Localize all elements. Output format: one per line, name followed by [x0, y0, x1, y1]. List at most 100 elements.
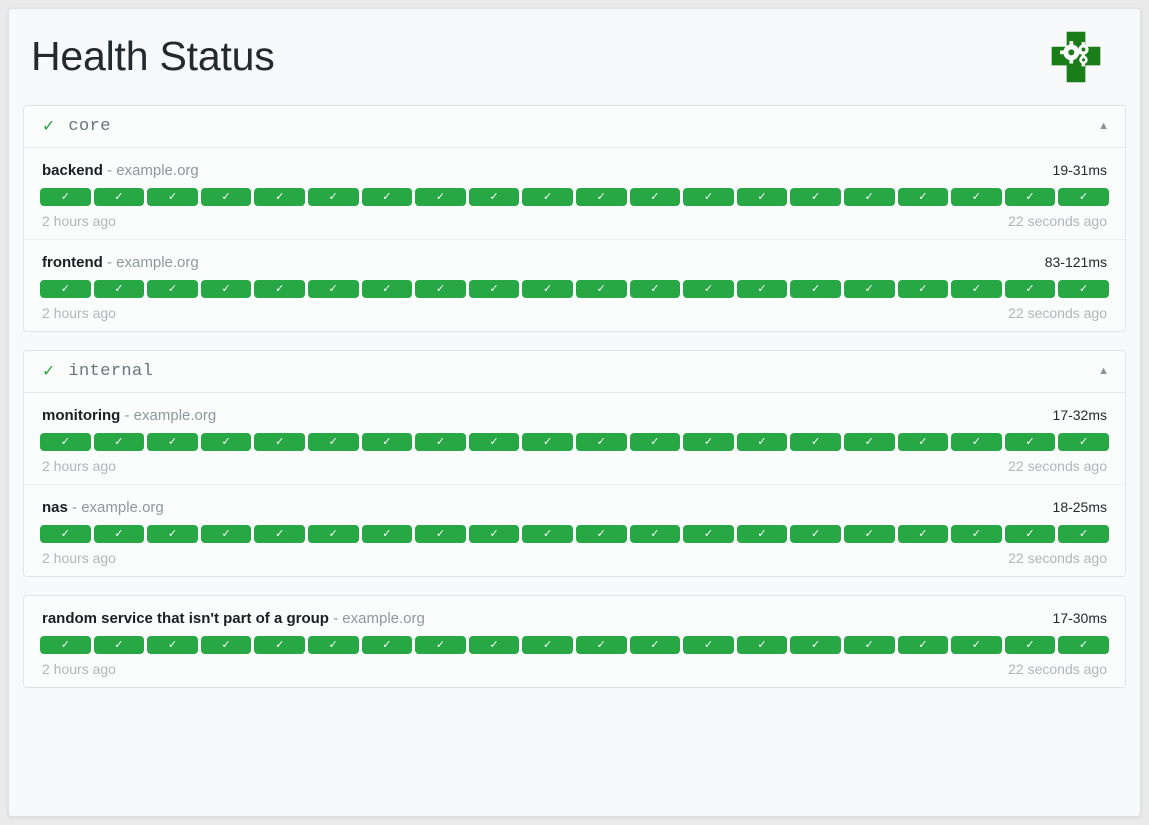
status-bar-segment[interactable]: ✓ [147, 433, 198, 451]
status-bar-segment[interactable]: ✓ [897, 636, 949, 654]
group-header-internal[interactable]: ✓ internal ▲ [24, 351, 1125, 393]
status-bar-segment[interactable]: ✓ [40, 525, 91, 543]
status-bar-segment[interactable]: ✓ [522, 525, 573, 543]
status-bar-segment[interactable]: ✓ [683, 433, 734, 451]
status-bar-segment[interactable]: ✓ [40, 636, 91, 654]
status-bar-segment[interactable]: ✓ [307, 280, 359, 298]
status-bar-segment[interactable]: ✓ [361, 280, 413, 298]
status-bar-segment[interactable]: ✓ [1004, 188, 1056, 206]
status-bar-segment[interactable]: ✓ [93, 433, 145, 451]
status-bar-segment[interactable]: ✓ [468, 636, 520, 654]
status-bar-segment[interactable]: ✓ [629, 636, 681, 654]
status-bar-segment[interactable]: ✓ [951, 280, 1002, 298]
status-bar-segment[interactable]: ✓ [629, 433, 681, 451]
status-bar-segment[interactable]: ✓ [1058, 280, 1109, 298]
status-bar-segment[interactable]: ✓ [307, 188, 359, 206]
collapse-up-icon[interactable]: ▲ [1098, 365, 1109, 377]
collapse-up-icon[interactable]: ▲ [1098, 120, 1109, 132]
status-bar-segment[interactable]: ✓ [629, 525, 681, 543]
status-bar-segment[interactable]: ✓ [307, 433, 359, 451]
status-bar-segment[interactable]: ✓ [361, 433, 413, 451]
status-bar-segment[interactable]: ✓ [575, 188, 627, 206]
status-bar-segment[interactable]: ✓ [254, 433, 305, 451]
status-bar-segment[interactable]: ✓ [522, 280, 573, 298]
status-bar-segment[interactable]: ✓ [200, 188, 252, 206]
status-bar-segment[interactable]: ✓ [468, 188, 520, 206]
status-bar-segment[interactable]: ✓ [575, 525, 627, 543]
status-bar-segment[interactable]: ✓ [790, 280, 841, 298]
status-bar-segment[interactable]: ✓ [951, 636, 1002, 654]
status-bar-segment[interactable]: ✓ [897, 280, 949, 298]
status-bar-segment[interactable]: ✓ [147, 280, 198, 298]
status-bar-segment[interactable]: ✓ [147, 188, 198, 206]
status-bar-segment[interactable]: ✓ [736, 433, 788, 451]
status-bar-segment[interactable]: ✓ [415, 433, 466, 451]
status-bar-segment[interactable]: ✓ [1058, 525, 1109, 543]
status-bar-segment[interactable]: ✓ [1004, 525, 1056, 543]
status-bar-segment[interactable]: ✓ [93, 525, 145, 543]
status-bar-segment[interactable]: ✓ [790, 636, 841, 654]
status-bar-segment[interactable]: ✓ [307, 636, 359, 654]
status-bar-segment[interactable]: ✓ [415, 525, 466, 543]
status-bar-segment[interactable]: ✓ [843, 525, 895, 543]
status-bar-segment[interactable]: ✓ [147, 636, 198, 654]
status-bar-segment[interactable]: ✓ [683, 280, 734, 298]
status-bar-segment[interactable]: ✓ [415, 280, 466, 298]
status-bar-segment[interactable]: ✓ [1004, 636, 1056, 654]
status-bar-segment[interactable]: ✓ [951, 188, 1002, 206]
status-bar-segment[interactable]: ✓ [629, 280, 681, 298]
status-bar-segment[interactable]: ✓ [307, 525, 359, 543]
status-bar-segment[interactable]: ✓ [843, 433, 895, 451]
group-header-core[interactable]: ✓ core ▲ [24, 106, 1125, 148]
status-bar-segment[interactable]: ✓ [254, 525, 305, 543]
status-bar-segment[interactable]: ✓ [1004, 433, 1056, 451]
status-bar-segment[interactable]: ✓ [683, 525, 734, 543]
status-bar-segment[interactable]: ✓ [93, 636, 145, 654]
status-bar-segment[interactable]: ✓ [40, 280, 91, 298]
status-bar-segment[interactable]: ✓ [951, 525, 1002, 543]
status-bar-segment[interactable]: ✓ [1058, 188, 1109, 206]
status-bar-segment[interactable]: ✓ [736, 280, 788, 298]
status-bar-segment[interactable]: ✓ [40, 433, 91, 451]
status-bar-segment[interactable]: ✓ [790, 188, 841, 206]
status-bar-segment[interactable]: ✓ [897, 433, 949, 451]
status-bar-segment[interactable]: ✓ [200, 525, 252, 543]
status-bar-segment[interactable]: ✓ [254, 636, 305, 654]
status-bar-segment[interactable]: ✓ [575, 636, 627, 654]
status-bar-segment[interactable]: ✓ [843, 636, 895, 654]
status-bar-segment[interactable]: ✓ [897, 188, 949, 206]
status-bar-segment[interactable]: ✓ [522, 636, 573, 654]
status-bar-segment[interactable]: ✓ [468, 280, 520, 298]
status-bar-segment[interactable]: ✓ [683, 636, 734, 654]
status-bar-segment[interactable]: ✓ [1058, 433, 1109, 451]
status-bar-segment[interactable]: ✓ [200, 636, 252, 654]
status-bar-segment[interactable]: ✓ [1004, 280, 1056, 298]
status-bar-segment[interactable]: ✓ [40, 188, 91, 206]
status-bar-segment[interactable]: ✓ [415, 188, 466, 206]
status-bar-segment[interactable]: ✓ [361, 188, 413, 206]
status-bar-segment[interactable]: ✓ [1058, 636, 1109, 654]
status-bar-segment[interactable]: ✓ [843, 280, 895, 298]
status-bar-segment[interactable]: ✓ [522, 188, 573, 206]
status-bar-segment[interactable]: ✓ [361, 636, 413, 654]
status-bar-segment[interactable]: ✓ [951, 433, 1002, 451]
status-bar-segment[interactable]: ✓ [683, 188, 734, 206]
status-bar-segment[interactable]: ✓ [254, 280, 305, 298]
status-bar-segment[interactable]: ✓ [790, 525, 841, 543]
status-bar-segment[interactable]: ✓ [522, 433, 573, 451]
status-bar-segment[interactable]: ✓ [736, 188, 788, 206]
status-bar-segment[interactable]: ✓ [468, 433, 520, 451]
status-bar-segment[interactable]: ✓ [790, 433, 841, 451]
status-bar-segment[interactable]: ✓ [736, 525, 788, 543]
status-bar-segment[interactable]: ✓ [897, 525, 949, 543]
status-bar-segment[interactable]: ✓ [361, 525, 413, 543]
status-bar-segment[interactable]: ✓ [629, 188, 681, 206]
status-bar-segment[interactable]: ✓ [468, 525, 520, 543]
status-bar-segment[interactable]: ✓ [93, 188, 145, 206]
status-bar-segment[interactable]: ✓ [93, 280, 145, 298]
status-bar-segment[interactable]: ✓ [415, 636, 466, 654]
status-bar-segment[interactable]: ✓ [575, 280, 627, 298]
status-bar-segment[interactable]: ✓ [736, 636, 788, 654]
status-bar-segment[interactable]: ✓ [575, 433, 627, 451]
status-bar-segment[interactable]: ✓ [200, 280, 252, 298]
